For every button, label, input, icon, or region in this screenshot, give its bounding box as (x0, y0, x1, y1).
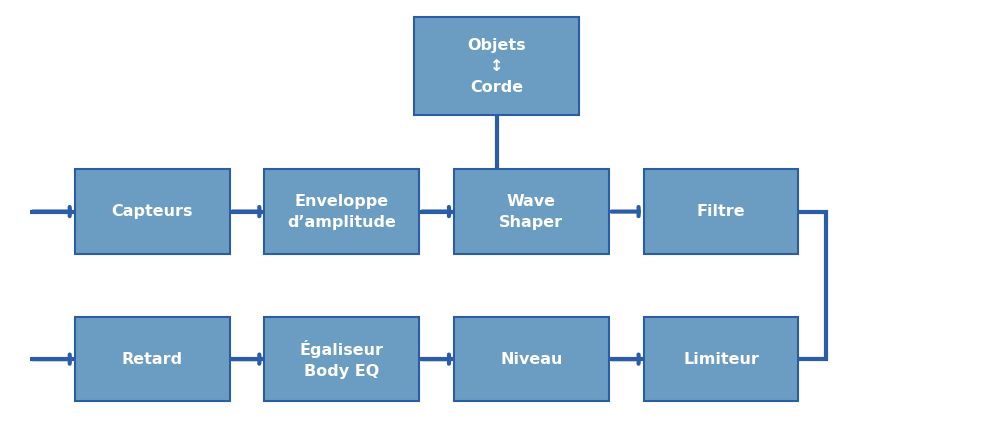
Text: Wave
Shaper: Wave Shaper (499, 194, 564, 230)
Text: Égaliseur
Body EQ: Égaliseur Body EQ (299, 340, 384, 378)
FancyBboxPatch shape (454, 169, 609, 254)
FancyBboxPatch shape (75, 169, 230, 254)
Text: Objets
↕
Corde: Objets ↕ Corde (467, 38, 526, 95)
FancyBboxPatch shape (644, 169, 798, 254)
FancyBboxPatch shape (414, 17, 579, 115)
Text: Retard: Retard (122, 352, 183, 367)
FancyBboxPatch shape (75, 317, 230, 401)
Text: Enveloppe
d’amplitude: Enveloppe d’amplitude (287, 194, 396, 230)
FancyBboxPatch shape (264, 317, 419, 401)
Text: Filtre: Filtre (697, 204, 746, 219)
Text: Capteurs: Capteurs (112, 204, 193, 219)
Text: Niveau: Niveau (500, 352, 563, 367)
FancyBboxPatch shape (264, 169, 419, 254)
FancyBboxPatch shape (644, 317, 798, 401)
Text: Limiteur: Limiteur (683, 352, 759, 367)
FancyBboxPatch shape (454, 317, 609, 401)
